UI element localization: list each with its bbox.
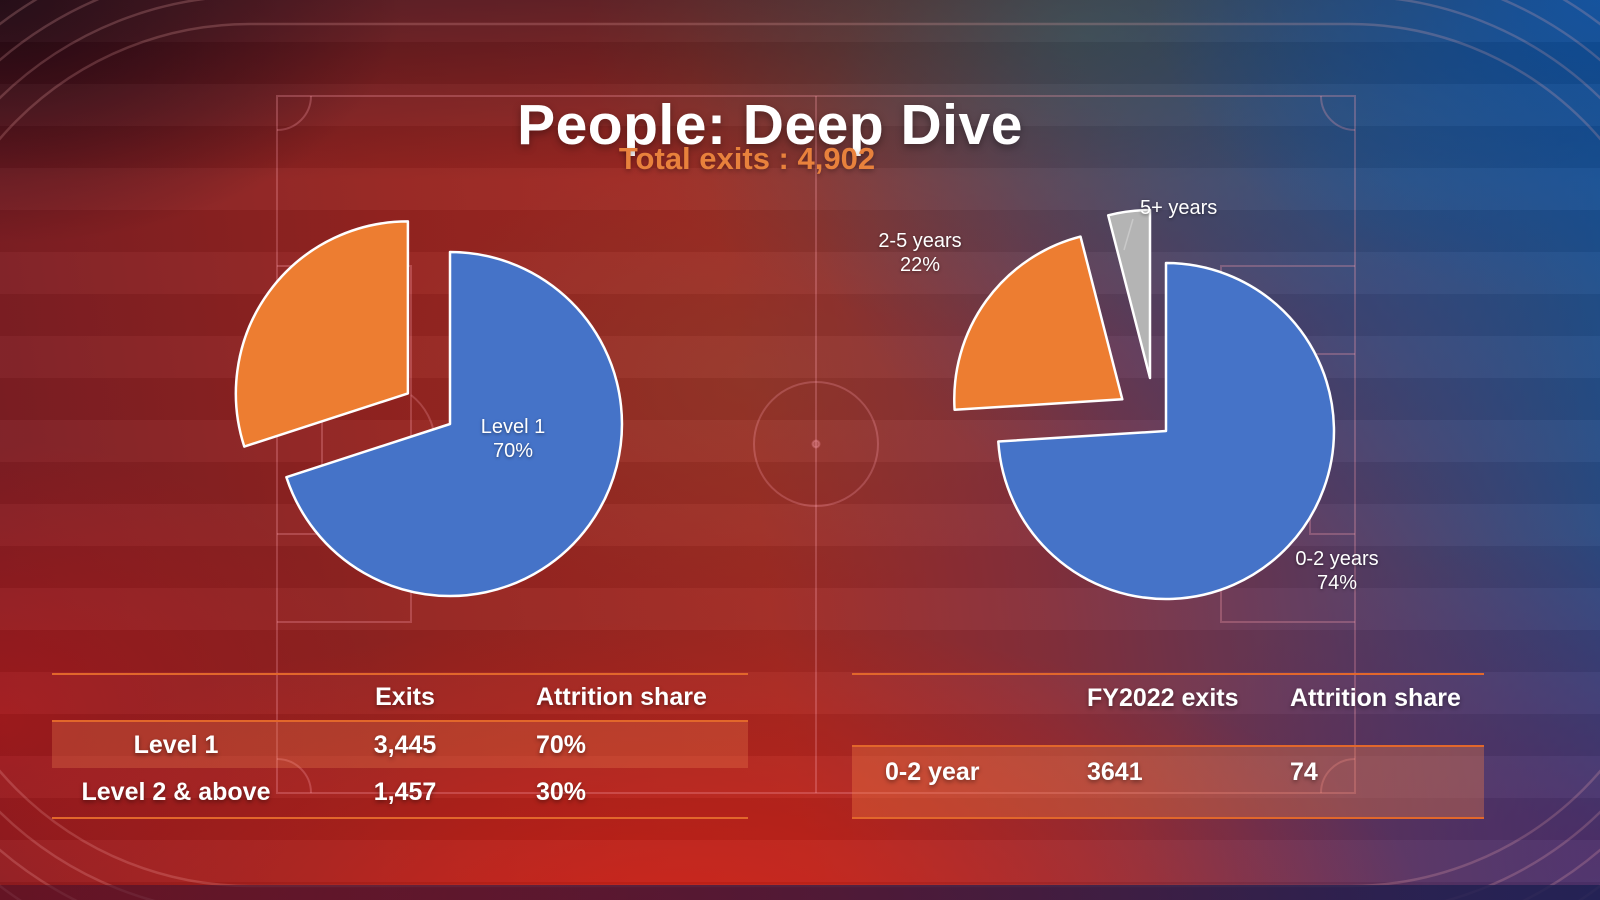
pie2-label-5plus-years-name: 5+ years [1140,197,1218,219]
cell-level1-share: 70% [536,730,587,759]
pie1-label-level1-pct: 70% [492,440,534,462]
pie1-label-level1-name: Level 1 [480,416,546,438]
cell-level2-exits: 1,457 [373,778,437,806]
table-row-level2-above: Level 2 & above 1,457 30% [52,768,748,819]
header-cell-attrition-share: Attrition share [536,683,707,711]
cell-level1-label: Level 1 [133,730,219,759]
cell-0-2-year-share: 74 [1290,758,1318,786]
pie1-label-level1: Level 1 70% [448,415,578,463]
header-cell-blank [52,675,300,720]
header-cell-blank [852,675,1054,745]
tenure-exits-table: FY2022 exits Attrition share 0-2 year 36… [852,673,1484,819]
table-row-level1: Level 1 3,445 70% [52,722,748,768]
header-cell-exits: Exits [375,683,435,711]
pie2-label-0-2-years-name: 0-2 years [1295,548,1379,570]
table-header-row: FY2022 exits Attrition share [852,673,1484,747]
header-cell-fy2022-exits: FY2022 exits [1087,684,1239,712]
pie2-label-5plus-years: 5+ years [1140,196,1260,220]
level-exits-table: Exits Attrition share Level 1 3,445 70% … [52,673,748,819]
pie2-label-2-5-years: 2-5 years 22% [845,229,995,277]
cell-0-2-year-label: 0-2 year [885,758,980,786]
table-header-row: Exits Attrition share [52,673,748,722]
pie2-label-0-2-years: 0-2 years 74% [1262,547,1412,595]
cell-level1-exits: 3,445 [373,730,437,759]
pie2-label-2-5-years-pct: 22% [899,254,941,276]
bottom-edge-shadow [0,885,1600,900]
cell-level2-label: Level 2 & above [81,778,271,806]
pie1-slice-level2-above [234,220,410,448]
page-title: People: Deep Dive [517,93,1023,158]
total-exits-subtitle: Total exits : 4,902 [618,141,876,176]
cell-0-2-year-exits: 3641 [1087,758,1143,786]
header-cell-attrition-share: Attrition share [1290,684,1461,712]
pie2-slice-5plus-years [1106,208,1152,380]
cell-level2-share: 30% [536,778,587,806]
table-row-0-2-year: 0-2 year 3641 74 [852,747,1484,819]
pie2-label-0-2-years-pct: 74% [1316,572,1358,594]
pie2-label-2-5-years-name: 2-5 years [878,230,962,252]
5plus-years-leader-line [1123,218,1134,251]
